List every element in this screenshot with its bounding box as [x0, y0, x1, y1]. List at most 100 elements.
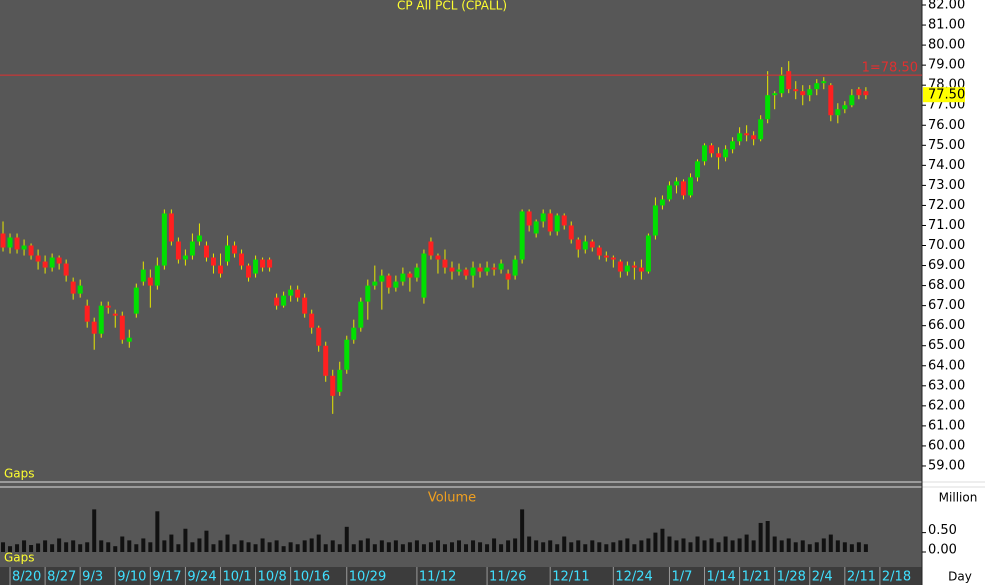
y-tick-label: 82.00: [928, 0, 965, 13]
candle-body: [309, 313, 315, 328]
volume-bar: [323, 544, 328, 552]
volume-bar: [786, 538, 791, 552]
x-tick-label: 2/18: [882, 570, 911, 585]
candle-body: [477, 267, 483, 272]
volume-bar: [260, 538, 265, 552]
candle-body: [435, 255, 441, 260]
volume-bar: [414, 540, 419, 552]
candle-body: [638, 267, 644, 272]
candle-body: [568, 225, 574, 240]
candle-body: [365, 285, 371, 302]
candle-body: [70, 281, 76, 294]
volume-bar: [176, 544, 181, 552]
volume-bar: [99, 540, 104, 552]
volume-bar: [428, 542, 433, 552]
chart-title: CP All PCL (CPALL): [397, 0, 507, 13]
volume-bar: [835, 540, 840, 552]
candle-body: [140, 269, 146, 282]
volume-bar: [723, 536, 728, 552]
volume-bar: [372, 544, 377, 552]
volume-bar: [660, 528, 665, 552]
candle-body: [828, 85, 834, 116]
candle-body: [491, 267, 497, 270]
candle-body: [772, 93, 778, 96]
candle-body: [421, 253, 427, 298]
volume-bar: [386, 542, 391, 552]
volume-bar: [365, 538, 370, 552]
candle-body: [842, 105, 848, 110]
gaps-label: Gaps: [4, 467, 35, 481]
volume-bar: [695, 536, 700, 552]
volume-bar: [78, 544, 83, 552]
candle-body: [575, 239, 581, 250]
volume-bar: [611, 542, 616, 552]
candle-body: [210, 257, 216, 266]
volume-bar: [148, 542, 153, 552]
x-tick-label: 8/27: [47, 570, 76, 585]
gaps-label: Gaps: [4, 551, 35, 565]
candle-body: [344, 339, 350, 370]
volume-bar: [421, 544, 426, 552]
candle-body: [596, 247, 602, 256]
candle-body: [428, 241, 434, 256]
x-tick-label: 9/17: [152, 570, 181, 585]
candle-body: [624, 265, 630, 272]
candle-body: [456, 269, 462, 272]
candle-body: [21, 245, 27, 250]
y-tick-label: 59.00: [928, 458, 965, 473]
volume-bar: [141, 538, 146, 552]
candle-body: [358, 301, 364, 328]
volume-bar: [295, 544, 300, 552]
candle-body: [154, 265, 160, 286]
candle-body: [0, 233, 6, 248]
candle-body: [414, 267, 420, 278]
candle-body: [379, 275, 385, 282]
candle-body: [702, 145, 708, 162]
candle-body: [758, 119, 764, 140]
candle-body: [35, 255, 41, 262]
candle-body: [617, 261, 623, 272]
y-tick-label: 80.00: [928, 38, 965, 53]
volume-bar: [499, 544, 504, 552]
candle-body: [49, 257, 55, 268]
y-tick-label: 67.00: [928, 298, 965, 313]
candle-body: [147, 277, 153, 286]
x-tick-label: 10/16: [293, 570, 330, 585]
volume-bar: [807, 544, 812, 552]
x-tick-label: 10/8: [258, 570, 287, 585]
volume-bar: [772, 536, 777, 552]
candle-body: [119, 315, 125, 340]
volume-unit: Million: [939, 491, 978, 505]
volume-bar: [155, 511, 160, 552]
volume-bar: [674, 540, 679, 552]
reference-label: 1=78.50: [862, 61, 918, 76]
x-tick-label: 2/4: [812, 570, 833, 585]
x-tick-label: 11/26: [489, 570, 526, 585]
volume-bar: [737, 538, 742, 552]
candle-body: [372, 281, 378, 286]
candle-body: [351, 327, 357, 340]
candle-body: [751, 135, 757, 140]
y-tick-label: 66.00: [928, 318, 965, 333]
volume-bar: [856, 542, 861, 552]
candle-body: [84, 305, 90, 322]
y-tick-label: 75.00: [928, 138, 965, 153]
y-tick-label: 74.00: [928, 158, 965, 173]
candle-body: [400, 273, 406, 282]
volume-bar: [828, 534, 833, 552]
y-tick-label: 0.00: [928, 543, 957, 558]
volume-bar: [814, 542, 819, 552]
candle-body: [463, 269, 469, 276]
volume-bar: [316, 534, 321, 552]
volume-bar: [597, 542, 602, 552]
volume-bar: [863, 544, 868, 552]
volume-bar: [57, 538, 62, 552]
volume-bar: [758, 522, 763, 552]
candle-body: [645, 235, 651, 272]
volume-bar: [344, 526, 349, 552]
y-tick-label: 79.00: [928, 58, 965, 73]
candle-body: [112, 313, 118, 316]
volume-bar: [190, 542, 195, 552]
volume-bar: [548, 540, 553, 552]
candle-body: [561, 215, 567, 226]
